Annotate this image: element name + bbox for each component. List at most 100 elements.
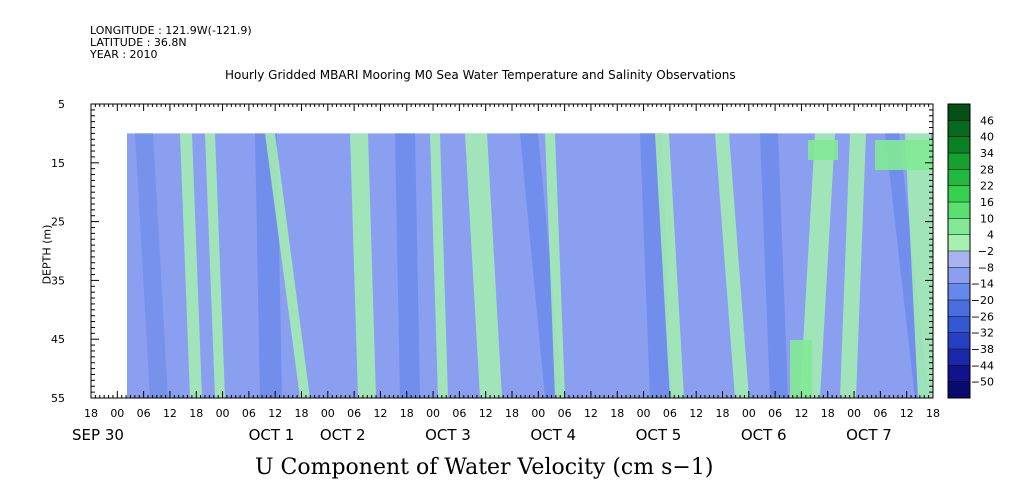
- heatmap-band: [760, 133, 788, 398]
- x-hour-label: 00: [426, 407, 440, 420]
- x-hour-label: 12: [479, 407, 493, 420]
- colorbar-label: 4: [987, 229, 994, 242]
- heatmap-band: [545, 133, 565, 398]
- velocity-heatmap: [127, 133, 933, 398]
- chart-title: Hourly Gridded MBARI Mooring M0 Sea Wate…: [225, 68, 736, 82]
- colorbar-swatch: [948, 349, 970, 366]
- x-hour-label: 18: [821, 407, 835, 420]
- colorbar: −50 −44 −38 −32 −26 −20 −14 −8 −2 4 10 16 22 28 34 40 46: [947, 103, 994, 399]
- x-hour-label: 00: [531, 407, 545, 420]
- x-hour-label: 18: [926, 407, 940, 420]
- x-date-label: OCT 1: [249, 426, 295, 444]
- colorbar-swatch: [948, 300, 970, 317]
- x-hour-label: 18: [84, 407, 98, 420]
- x-hour-label: 06: [558, 407, 572, 420]
- colorbar-label: −26: [971, 310, 994, 323]
- x-hour-label: 00: [637, 407, 651, 420]
- colorbar-swatch: [948, 332, 970, 350]
- heatmap-band: [205, 133, 225, 398]
- heatmap-patch: [808, 140, 838, 160]
- x-hour-label: 18: [400, 407, 414, 420]
- colorbar-swatch: [948, 316, 970, 334]
- x-hour-label: 06: [452, 407, 466, 420]
- colorbar-swatch: [948, 267, 970, 285]
- colorbar-swatch: [948, 381, 970, 399]
- colorbar-swatch: [948, 120, 970, 138]
- colorbar-swatch: [948, 218, 970, 236]
- x-hour-label: 12: [584, 407, 598, 420]
- x-hour-label: 12: [900, 407, 914, 420]
- colorbar-label: 28: [980, 163, 994, 176]
- x-hour-label: 18: [716, 407, 730, 420]
- colorbar-label: 40: [980, 131, 994, 144]
- heatmap-band: [135, 133, 168, 398]
- colorbar-label: −38: [971, 343, 994, 356]
- heatmap-band: [350, 133, 376, 398]
- colorbar-swatch: [948, 251, 970, 268]
- colorbar-label: −14: [971, 278, 994, 291]
- y-tick-label: 55: [51, 392, 65, 405]
- x-hour-label: 06: [768, 407, 782, 420]
- y-tick-label: 45: [51, 333, 65, 346]
- x-hour-label: 00: [110, 407, 124, 420]
- heatmap-band: [800, 133, 835, 398]
- x-hour-label: 00: [742, 407, 756, 420]
- heatmap-band: [265, 133, 310, 398]
- x-hour-label: 06: [873, 407, 887, 420]
- heatmap-band: [715, 133, 749, 398]
- longitude-label: LONGITUDE : 121.9W(-121.9): [90, 24, 252, 37]
- heatmap-band: [655, 133, 684, 398]
- colorbar-swatch: [948, 283, 970, 301]
- x-hour-label: 12: [794, 407, 808, 420]
- x-hour-label: 18: [610, 407, 624, 420]
- colorbar-label: −50: [971, 376, 994, 389]
- colorbar-label: 22: [980, 180, 994, 193]
- colorbar-label: 34: [980, 147, 994, 160]
- y-tick-label: 5: [58, 98, 65, 111]
- x-date-label: OCT 4: [530, 426, 576, 444]
- colorbar-swatch: [948, 104, 970, 121]
- x-hour-label: 12: [689, 407, 703, 420]
- x-axis-title: U Component of Water Velocity (cm s−1): [255, 455, 714, 480]
- colorbar-label: −8: [978, 261, 994, 274]
- colorbar-swatch: [948, 202, 970, 219]
- colorbar-label: −44: [971, 359, 994, 372]
- colorbar-swatch: [948, 185, 970, 203]
- x-date-label: OCT 7: [846, 426, 892, 444]
- x-hour-label: 00: [216, 407, 230, 420]
- heatmap-band: [840, 133, 866, 398]
- heatmap-patch: [790, 340, 812, 398]
- latitude-label: LATITUDE : 36.8N: [90, 36, 187, 49]
- x-hour-label: 06: [242, 407, 256, 420]
- colorbar-swatch: [948, 234, 970, 252]
- x-hour-label: 18: [505, 407, 519, 420]
- heatmap-band: [430, 133, 448, 398]
- y-tick-label: 35: [51, 274, 65, 287]
- axes-group: 5 15 25 35 45 55 18 00 06 12 18 00 06 12 18 00 06 12 18 00 0…: [51, 98, 940, 444]
- x-hour-label: 06: [137, 407, 151, 420]
- x-hour-label: 06: [663, 407, 677, 420]
- colorbar-label: −2: [978, 245, 994, 258]
- colorbar-label: −32: [971, 327, 994, 340]
- y-tick-label: 25: [51, 216, 65, 229]
- x-hour-label: 06: [347, 407, 361, 420]
- x-date-label: OCT 3: [425, 426, 471, 444]
- colorbar-label: 16: [980, 196, 994, 209]
- colorbar-swatch: [948, 169, 970, 187]
- x-hour-label: 18: [295, 407, 309, 420]
- x-hour-label: 00: [847, 407, 861, 420]
- heatmap-band: [180, 133, 202, 398]
- x-date-label: OCT 6: [741, 426, 787, 444]
- x-hour-label: 12: [373, 407, 387, 420]
- heatmap-band: [465, 133, 502, 398]
- x-hour-label: 12: [268, 407, 282, 420]
- x-date-label: OCT 2: [320, 426, 366, 444]
- colorbar-label: 46: [980, 114, 994, 127]
- colorbar-swatch: [948, 365, 970, 383]
- colorbar-label: −20: [971, 294, 994, 307]
- x-date-label: OCT 5: [636, 426, 682, 444]
- x-hour-label: 00: [321, 407, 335, 420]
- heatmap-band: [395, 133, 420, 398]
- heatmap-band: [520, 133, 563, 398]
